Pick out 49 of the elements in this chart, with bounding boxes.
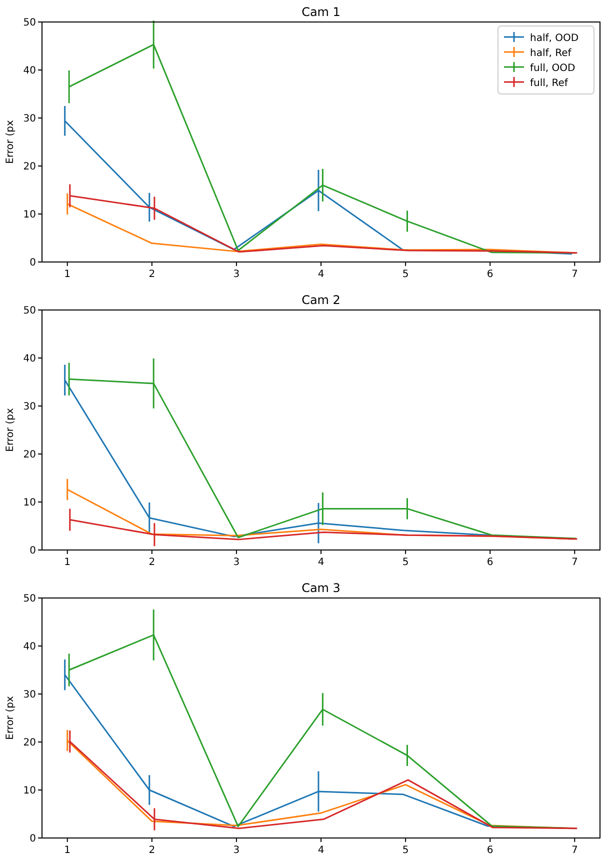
y-axis-title: Error (px: [5, 696, 16, 740]
chart-title: Cam 2: [302, 293, 340, 307]
y-tick-label: 30: [23, 402, 36, 412]
x-tick-label: 6: [486, 269, 494, 280]
y-tick-label: 40: [23, 354, 36, 364]
x-tick-label: 3: [233, 269, 240, 280]
y-tick-label: 50: [23, 18, 36, 28]
y-tick-label: 10: [23, 210, 36, 220]
y-tick-label: 0: [30, 258, 36, 268]
x-tick-label: 1: [64, 845, 71, 856]
x-tick-label: 4: [318, 845, 324, 856]
legend-label: full, OOD: [530, 63, 576, 74]
x-tick-label: 5: [402, 269, 409, 280]
x-tick-label: 1: [64, 557, 71, 568]
x-tick-label: 7: [571, 845, 578, 856]
x-tick-label: 3: [233, 845, 240, 856]
y-tick-label: 30: [23, 690, 36, 700]
y-tick-label: 40: [23, 66, 36, 76]
y-tick-label: 50: [23, 594, 36, 604]
x-tick-label: 2: [148, 557, 156, 568]
x-tick-label: 7: [571, 557, 578, 568]
x-tick-label: 4: [318, 557, 324, 568]
y-axis-title: Error (px: [5, 408, 16, 452]
y-tick-label: 40: [23, 642, 36, 652]
x-tick-label: 5: [402, 845, 409, 856]
y-tick-label: 0: [30, 546, 36, 556]
legend-label: full, Ref: [530, 78, 568, 89]
chart-title: Cam 1: [302, 5, 340, 19]
x-tick-label: 4: [318, 269, 324, 280]
y-tick-label: 20: [23, 738, 36, 748]
y-tick-label: 20: [23, 450, 36, 460]
y-tick-label: 10: [23, 786, 36, 796]
x-tick-label: 1: [64, 269, 71, 280]
y-tick-label: 10: [23, 498, 36, 508]
x-tick-label: 7: [571, 269, 578, 280]
x-tick-label: 2: [148, 269, 156, 280]
y-tick-label: 50: [23, 306, 36, 316]
y-tick-label: 0: [30, 834, 36, 844]
x-tick-label: 5: [402, 557, 409, 568]
chart-title: Cam 3: [302, 581, 340, 595]
y-tick-label: 30: [23, 114, 36, 124]
y-tick-label: 20: [23, 162, 36, 172]
legend-label: half, Ref: [530, 48, 572, 59]
legend-label: half, OOD: [530, 33, 579, 44]
x-tick-label: 2: [148, 845, 156, 856]
x-tick-label: 6: [486, 845, 494, 856]
x-tick-label: 6: [486, 557, 494, 568]
y-axis-title: Error (px: [5, 120, 16, 164]
x-tick-label: 3: [233, 557, 240, 568]
